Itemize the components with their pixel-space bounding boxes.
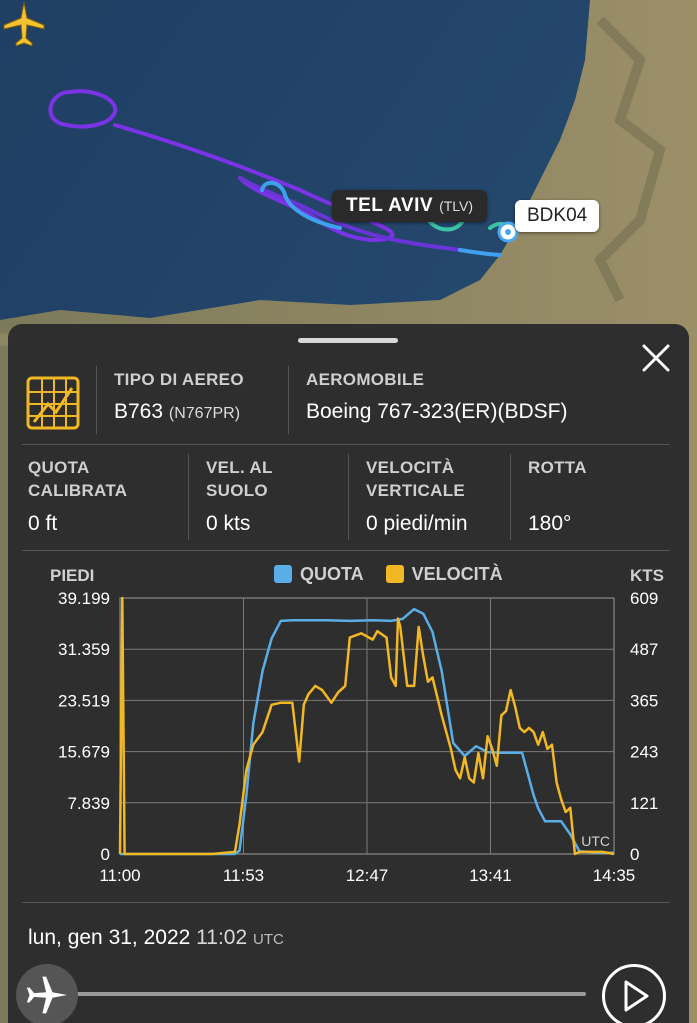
playback-controls — [8, 964, 689, 1023]
aircraft-label: AEROMOBILE — [306, 370, 425, 389]
chart-svg: 39.199 609 31.359 487 23.519 365 15.679 243 7.83… — [58, 589, 658, 885]
left-tick-label: 23.519 — [58, 691, 110, 710]
left-axis-title: PIEDI — [50, 566, 95, 585]
right-tick-label: 243 — [630, 743, 658, 762]
x-tick-label: 14:35 — [593, 866, 636, 885]
legend-swatch-speed — [385, 565, 404, 583]
play-button[interactable] — [602, 964, 666, 1023]
stat-label-vertical-speed: VELOCITÀ VERTICALE — [366, 456, 465, 502]
airplane-icon — [26, 976, 68, 1014]
left-tick-label: 39.199 — [58, 589, 110, 608]
terrain-ridge — [593, 16, 666, 303]
aircraft-type-label: TIPO DI AEREO — [114, 370, 244, 389]
stat-label-line: VELOCITÀ — [366, 458, 455, 477]
stat-label-line: VERTICALE — [366, 481, 466, 500]
timestamp-time: 11:02 — [196, 926, 248, 949]
left-tick-label: 7.839 — [67, 794, 110, 813]
flight-track-blue — [260, 180, 502, 257]
aircraft-type-code: B763 — [114, 400, 164, 423]
callsign-label[interactable]: BDK04 — [515, 200, 600, 232]
x-tick-label: 11:53 — [223, 866, 264, 885]
legend-swatch-altitude — [274, 565, 292, 583]
playback-timestamp: lun, gen 31, 2022 11:02 UTC — [28, 926, 284, 950]
stat-value-ground-speed: 0 kts — [206, 512, 251, 535]
divider — [22, 902, 670, 903]
stat-value-heading: 180° — [528, 512, 572, 535]
callsign-text: BDK04 — [527, 205, 588, 226]
location-pin-dot — [505, 229, 511, 235]
altitude-speed-chart[interactable]: PIEDI KTS QUOTA VELOCITÀ 39.199 609 31.359… — [8, 558, 689, 898]
stat-label-ground-speed: VEL. AL SUOLO — [206, 456, 273, 502]
legend-label-altitude: QUOTA — [300, 564, 364, 584]
flight-track-purple-2 — [238, 176, 462, 252]
stat-label-line: VEL. AL — [206, 458, 273, 477]
chart-legend: QUOTA VELOCITÀ — [274, 564, 503, 585]
x-tick-label: 11:00 — [99, 866, 140, 885]
right-tick-label: 121 — [630, 794, 658, 813]
close-icon[interactable] — [636, 338, 676, 378]
left-tick-label: 31.359 — [58, 640, 110, 659]
stat-label-altitude: QUOTA CALIBRATA — [28, 456, 127, 502]
x-tick-label: 12:47 — [346, 866, 389, 885]
divider — [288, 366, 289, 434]
aircraft-model-value: Boeing 767-323(ER)(BDSF) — [306, 400, 568, 423]
divider — [22, 550, 670, 551]
right-tick-label: 365 — [630, 691, 658, 710]
scrubber-handle[interactable] — [16, 964, 78, 1023]
x-unit-label: UTC — [581, 833, 610, 849]
series-line-altitude — [120, 607, 614, 856]
divider — [510, 454, 511, 540]
aircraft-type-chart-icon — [26, 376, 80, 430]
timestamp-tz: UTC — [253, 931, 284, 948]
flight-info-panel: TIPO DI AEREO B763 (N767PR) AEROMOBILE B… — [8, 324, 689, 1023]
divider — [188, 454, 189, 540]
play-icon — [624, 980, 649, 1012]
playback-scrubber[interactable] — [72, 992, 586, 996]
left-tick-label: 0 — [101, 845, 110, 864]
timestamp-date: lun, gen 31, 2022 — [28, 926, 191, 949]
right-tick-label: 0 — [630, 845, 639, 864]
stat-label-line: CALIBRATA — [28, 481, 128, 500]
airport-code: (TLV) — [439, 198, 474, 214]
right-axis-title: KTS — [630, 566, 664, 585]
right-tick-label: 609 — [630, 589, 658, 608]
panel-grabber[interactable] — [298, 338, 398, 343]
legend-label-speed: VELOCITÀ — [411, 564, 503, 584]
aircraft-registration: (N767PR) — [168, 405, 241, 422]
stat-value-vertical-speed: 0 piedi/min — [366, 512, 468, 535]
aircraft-type-value: B763 (N767PR) — [114, 400, 240, 424]
divider — [22, 444, 670, 445]
airport-label[interactable]: TEL AVIV (TLV) — [332, 190, 488, 222]
aircraft-marker-icon[interactable] — [0, 0, 48, 48]
right-tick-label: 487 — [630, 640, 658, 659]
stat-label-line: QUOTA — [28, 458, 90, 477]
series-line-speed — [118, 596, 615, 856]
stat-label-line: ROTTA — [528, 458, 587, 477]
x-tick-label: 13:41 — [469, 866, 512, 885]
left-tick-label: 15.679 — [58, 743, 110, 762]
legend-item-speed[interactable]: VELOCITÀ — [385, 564, 503, 585]
flight-track-purple — [48, 89, 395, 243]
divider — [348, 454, 349, 540]
aircraft-info-row: TIPO DI AEREO B763 (N767PR) AEROMOBILE B… — [8, 364, 689, 444]
stat-value-altitude: 0 ft — [28, 512, 58, 535]
divider — [96, 366, 97, 434]
stat-label-heading: ROTTA — [528, 456, 587, 479]
airport-name: TEL AVIV — [346, 195, 434, 216]
stat-label-line: SUOLO — [206, 481, 268, 500]
legend-item-altitude[interactable]: QUOTA — [274, 564, 364, 585]
